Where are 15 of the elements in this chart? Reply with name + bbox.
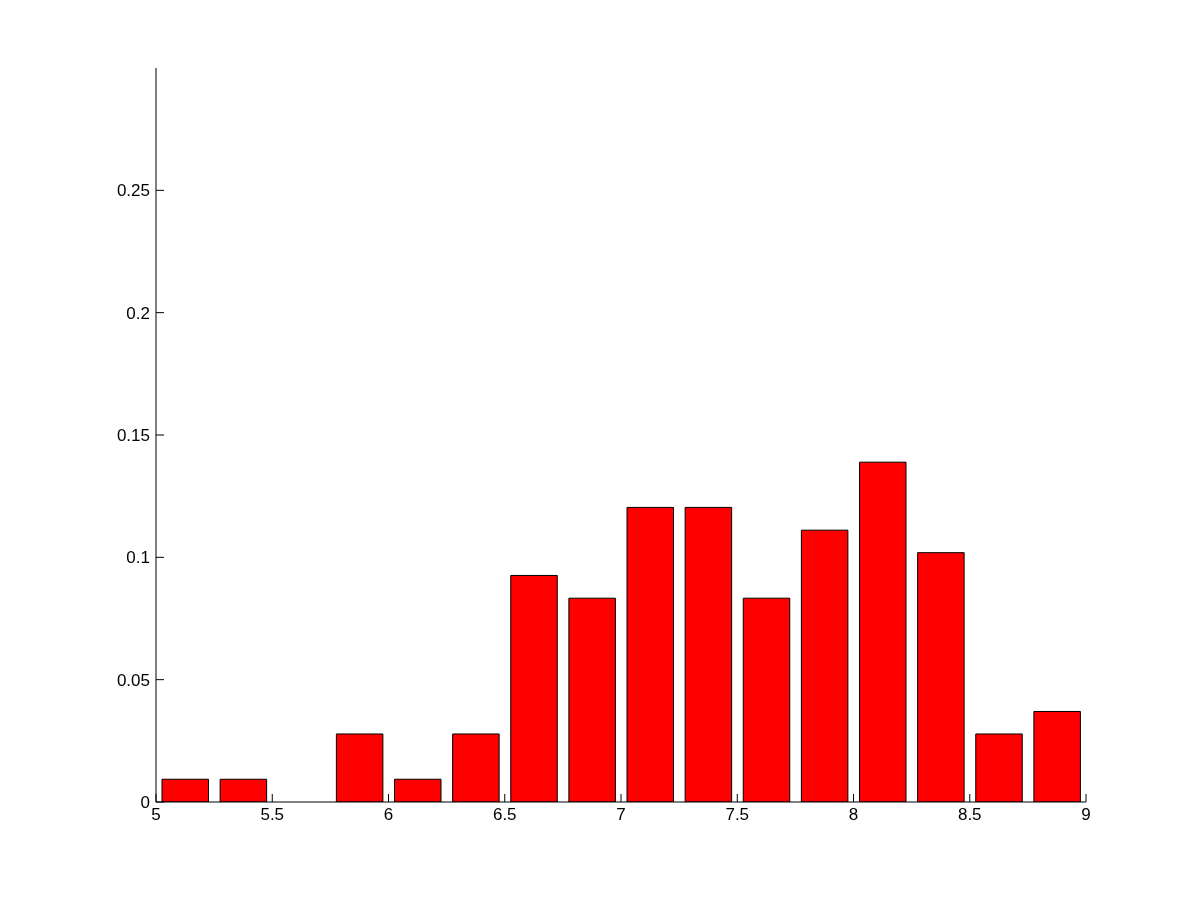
x-tick-label: 5.5 xyxy=(260,805,285,825)
y-tick-label: 0.05 xyxy=(116,670,150,690)
y-tick-label: 0 xyxy=(140,793,150,813)
x-tick-label: 6.5 xyxy=(492,805,517,825)
x-tick-label: 8.5 xyxy=(957,805,982,825)
y-tick-label: 0.15 xyxy=(116,426,150,446)
x-tick-label: 8 xyxy=(848,805,859,825)
x-tick-label: 5 xyxy=(151,805,161,825)
y-tick-label: 0.1 xyxy=(126,548,150,568)
x-tick-label: 7.5 xyxy=(725,805,750,825)
y-tick-label: 0.2 xyxy=(126,303,150,323)
x-tick-label: 6 xyxy=(383,805,394,825)
y-tick-label: 0.25 xyxy=(116,181,150,201)
x-tick-label: 7 xyxy=(616,805,626,825)
x-tick-label: 9 xyxy=(1081,805,1091,825)
